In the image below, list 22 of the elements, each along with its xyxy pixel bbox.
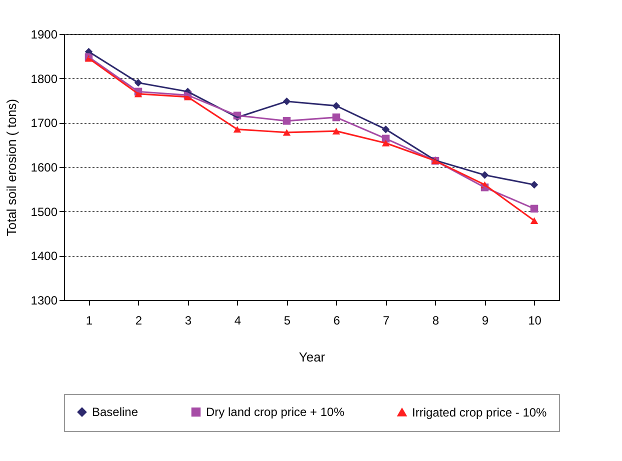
x-tick-label: 3 (184, 314, 192, 328)
x-tick-label: 9 (482, 314, 489, 328)
y-tick-label: 1600 (30, 160, 58, 174)
y-tick-label: 1400 (30, 249, 58, 264)
x-tick-label: 10 (528, 314, 542, 328)
x-tick-label: 5 (284, 314, 291, 328)
legend-label: Irrigated crop price - 10% (412, 405, 548, 420)
y-axis-title: Total soil erosion ( tons) (4, 98, 19, 236)
y-tick-label: 1300 (30, 294, 58, 308)
y-tick-label: 1700 (30, 116, 58, 130)
y-tick-label: 1500 (30, 204, 58, 219)
y-tick-label: 1900 (30, 28, 58, 42)
y-tick-label: 1800 (30, 72, 58, 86)
legend-label: Baseline (92, 405, 138, 420)
x-tick-label: 6 (333, 314, 340, 328)
x-tick-label: 4 (234, 314, 242, 328)
x-tick-label: 2 (135, 314, 142, 328)
legend-label: Dry land crop price + 10% (206, 405, 345, 420)
x-tick-label: 8 (432, 314, 440, 328)
x-tick-label: 7 (382, 314, 390, 328)
x-tick-label: 1 (86, 314, 93, 328)
x-axis-title: Year (298, 350, 326, 364)
